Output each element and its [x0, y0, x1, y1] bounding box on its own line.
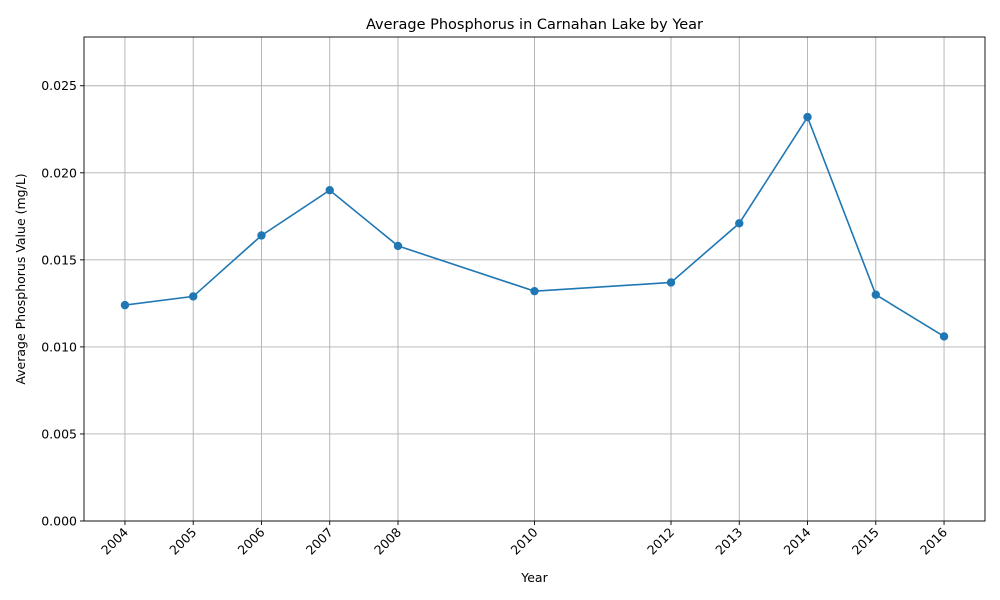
x-tick-label: 2012	[644, 525, 677, 558]
x-tick-label: 2005	[166, 525, 199, 558]
x-tick-label: 2013	[712, 525, 745, 558]
x-tick-label: 2015	[849, 525, 882, 558]
x-tick-label: 2010	[508, 524, 541, 557]
y-tick-label: 0.005	[41, 426, 77, 441]
x-tick-label: 2004	[98, 524, 131, 557]
y-tick-label: 0.015	[41, 252, 77, 267]
y-axis-ticks: 0.000 0.005 0.010 0.015 0.020 0.025	[41, 78, 84, 529]
x-tick-label: 2016	[917, 524, 950, 557]
series-layer	[120, 112, 949, 341]
data-point	[735, 219, 744, 228]
chart-title: Average Phosphorus in Carnahan Lake by Y…	[366, 17, 703, 33]
y-tick-label: 0.020	[41, 165, 77, 180]
y-tick-label: 0.010	[41, 339, 77, 354]
x-tick-label: 2014	[781, 524, 814, 557]
y-tick-label: 0.025	[41, 78, 77, 93]
grid-layer	[84, 37, 985, 522]
data-point	[803, 112, 812, 122]
data-point	[530, 286, 539, 296]
data-point	[666, 278, 676, 287]
x-axis-ticks: 2004 2005 2006 2007 2008 2010 2012 2013 2014 2015…	[98, 521, 950, 558]
x-axis-label: Year	[520, 570, 548, 585]
x-tick-label: 2006	[234, 524, 267, 557]
x-tick-label: 2007	[303, 525, 336, 558]
data-point	[939, 332, 949, 341]
data-point	[393, 241, 403, 251]
data-point	[871, 290, 880, 299]
x-tick-label: 2008	[371, 524, 404, 557]
data-point	[120, 300, 130, 310]
y-axis-label: Average Phosphorus Value (mg/L)	[13, 173, 28, 384]
data-point	[325, 186, 334, 195]
data-point	[257, 231, 266, 240]
y-tick-label: 0.000	[41, 514, 77, 529]
data-point	[189, 292, 198, 301]
